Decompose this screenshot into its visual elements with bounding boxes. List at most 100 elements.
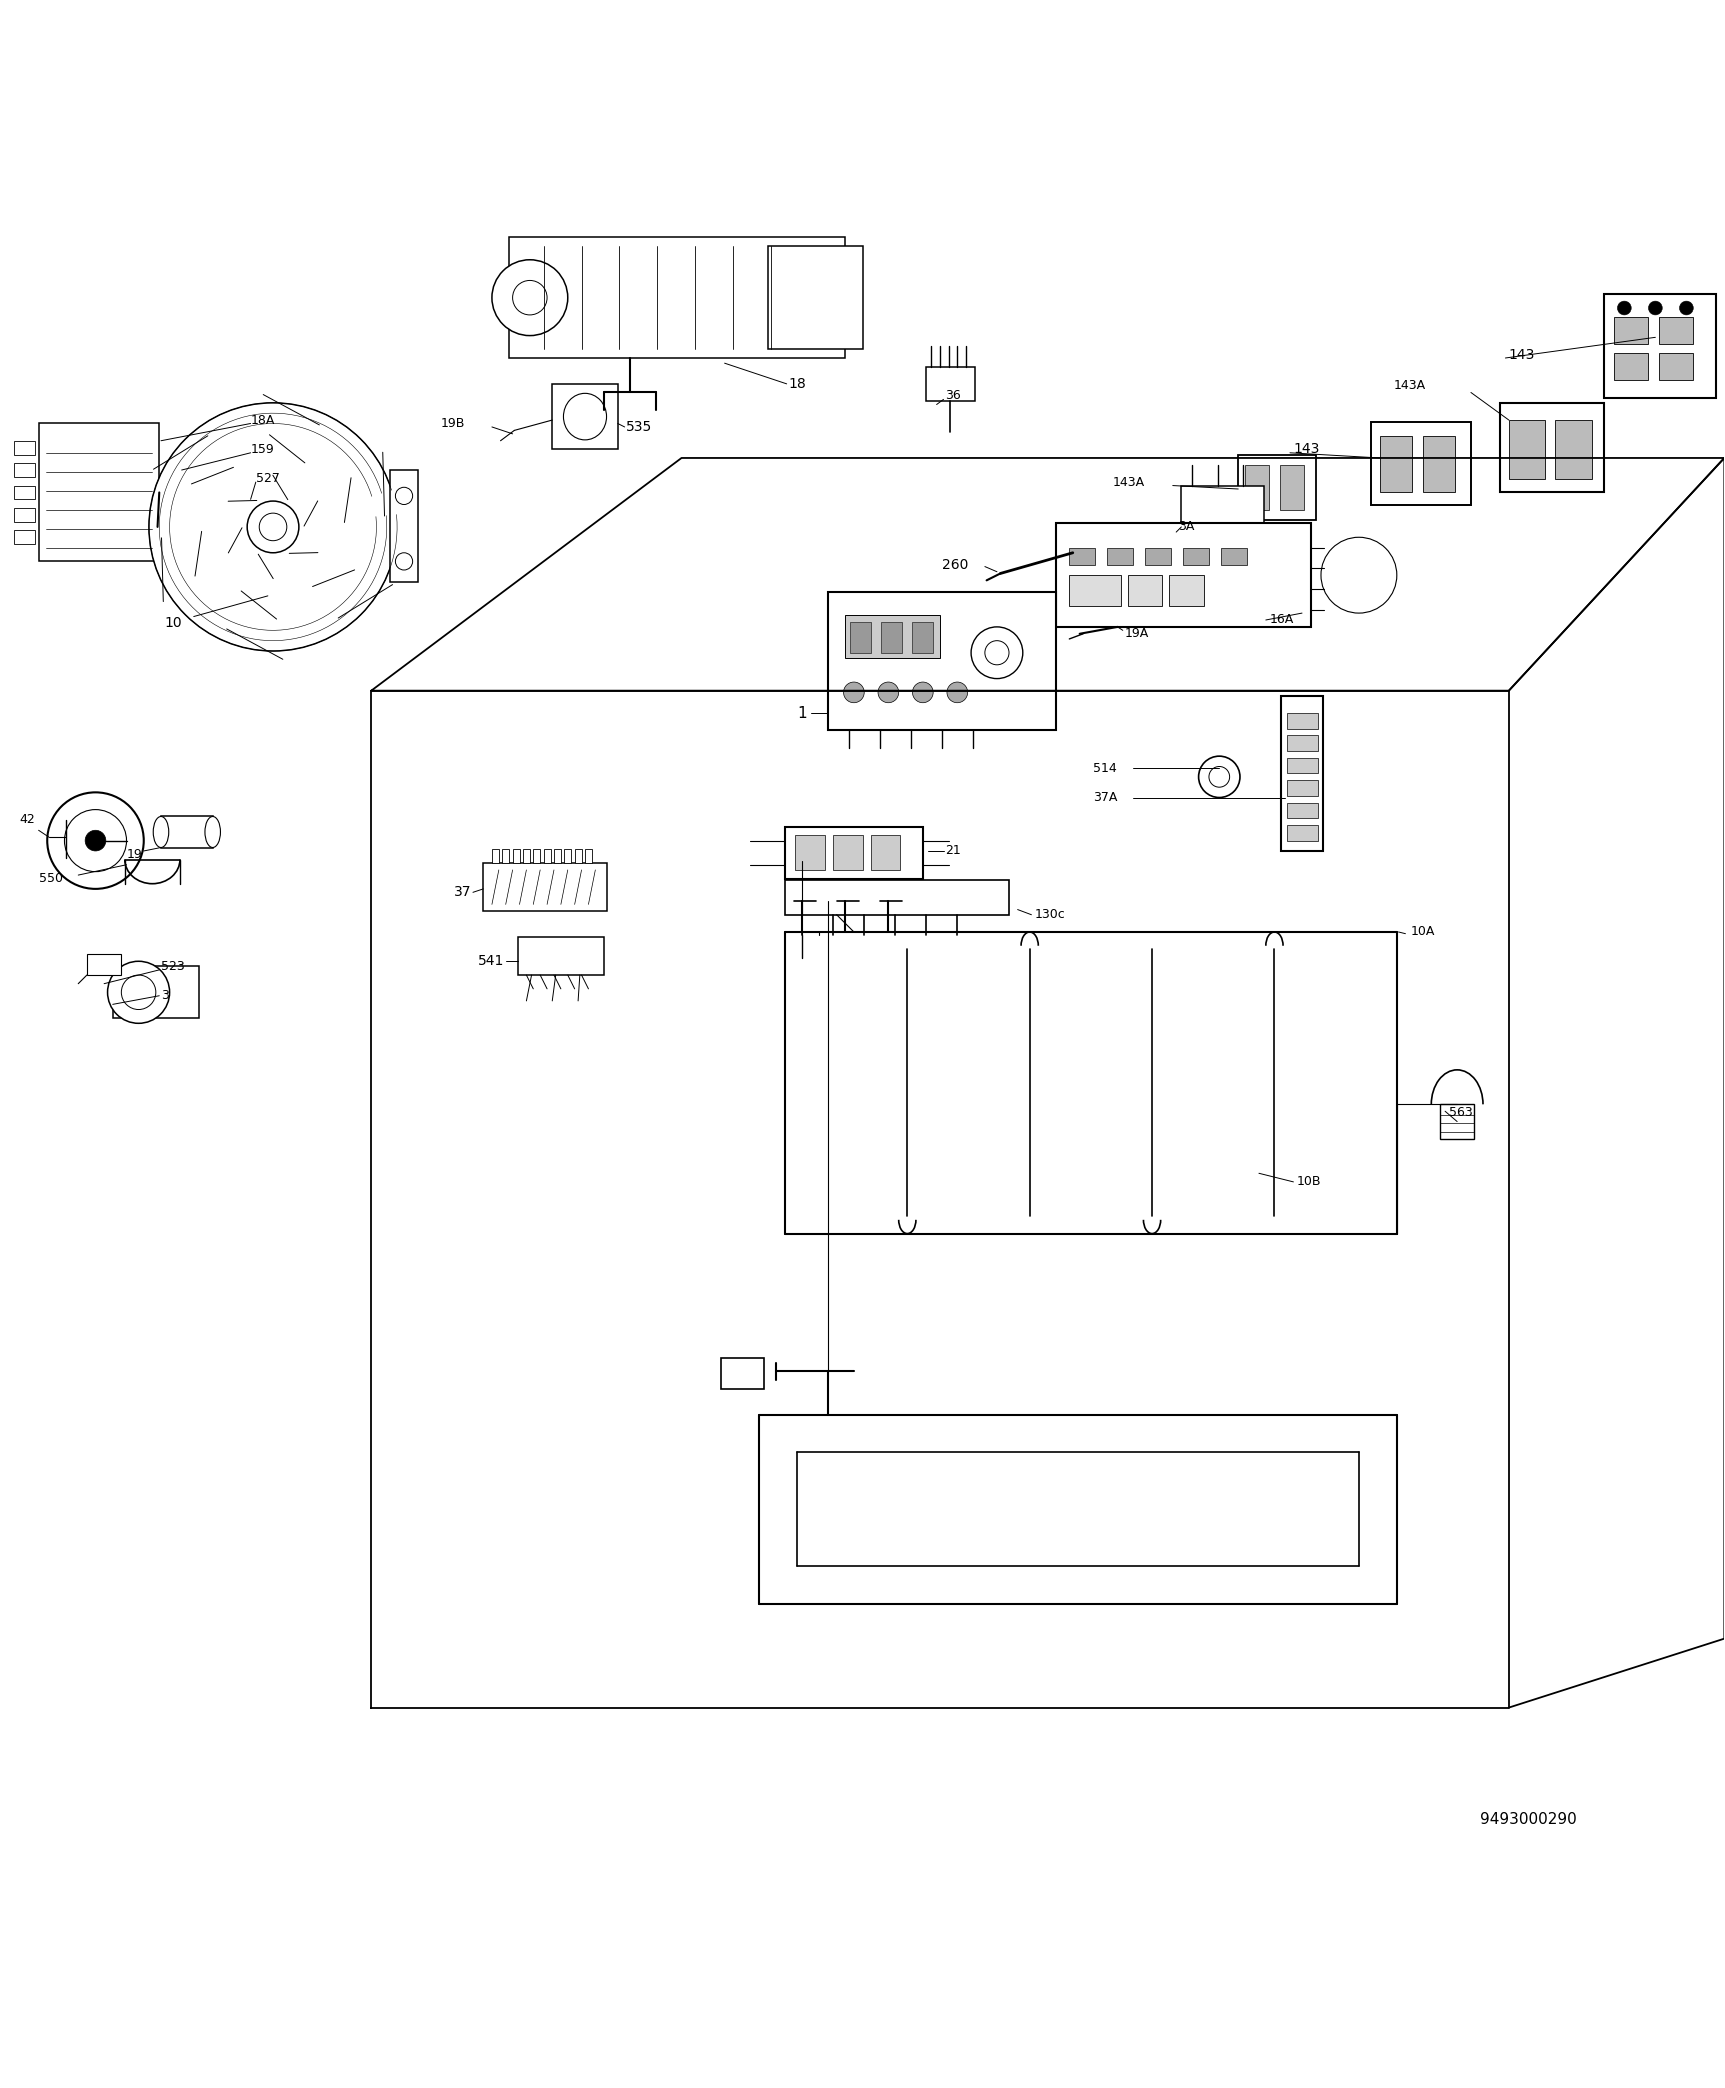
Bar xyxy=(86,954,121,975)
Bar xyxy=(1287,735,1318,752)
Bar xyxy=(1287,758,1318,773)
Bar xyxy=(585,850,592,862)
Bar xyxy=(828,593,1056,731)
Circle shape xyxy=(913,683,933,704)
Bar xyxy=(913,622,933,654)
Bar xyxy=(1245,466,1270,509)
Circle shape xyxy=(1199,756,1240,798)
Bar xyxy=(1509,420,1546,478)
Bar xyxy=(574,850,581,862)
Bar xyxy=(1070,574,1121,606)
Text: 130c: 130c xyxy=(1035,908,1066,921)
Bar xyxy=(1145,547,1171,566)
Text: 143A: 143A xyxy=(1113,476,1145,489)
Bar xyxy=(1128,574,1163,606)
Text: 143A: 143A xyxy=(1394,380,1425,393)
Bar xyxy=(1659,317,1694,345)
Text: 21: 21 xyxy=(945,844,961,858)
Bar xyxy=(523,850,530,862)
Circle shape xyxy=(971,626,1023,679)
Bar xyxy=(554,850,561,862)
Bar xyxy=(512,850,519,862)
Bar xyxy=(543,850,550,862)
Bar xyxy=(564,850,571,862)
Bar xyxy=(1070,547,1095,566)
Text: 36: 36 xyxy=(945,390,961,403)
Bar xyxy=(1221,547,1247,566)
Bar xyxy=(1056,524,1311,626)
Circle shape xyxy=(85,831,105,852)
Bar xyxy=(1604,294,1716,397)
Bar xyxy=(1423,436,1456,493)
Bar xyxy=(1615,317,1649,345)
Bar xyxy=(160,816,212,848)
Bar xyxy=(833,835,862,871)
Bar xyxy=(850,622,871,654)
Bar xyxy=(785,827,923,879)
Circle shape xyxy=(247,501,298,553)
Bar xyxy=(14,441,34,455)
Circle shape xyxy=(107,960,169,1023)
Circle shape xyxy=(492,259,568,336)
Text: 10B: 10B xyxy=(1297,1176,1321,1188)
Bar xyxy=(14,507,34,522)
Bar xyxy=(926,367,975,401)
Circle shape xyxy=(259,514,286,541)
Text: 3: 3 xyxy=(160,990,169,1002)
Bar xyxy=(1182,487,1264,541)
Bar xyxy=(38,424,159,562)
Bar xyxy=(14,487,34,499)
Text: 527: 527 xyxy=(255,472,279,484)
Text: 10A: 10A xyxy=(1411,925,1435,938)
Bar xyxy=(1170,574,1204,606)
Bar xyxy=(871,835,900,871)
Ellipse shape xyxy=(205,816,221,848)
Bar xyxy=(768,246,862,349)
Bar xyxy=(721,1357,764,1389)
Bar xyxy=(1287,781,1318,796)
Text: 10: 10 xyxy=(164,616,183,631)
Text: 18A: 18A xyxy=(250,413,274,426)
Circle shape xyxy=(1680,301,1694,315)
Bar xyxy=(1287,714,1318,729)
Bar xyxy=(518,938,604,975)
Bar xyxy=(1287,825,1318,841)
Circle shape xyxy=(395,553,412,570)
Text: 541: 541 xyxy=(478,954,504,969)
Bar xyxy=(1107,547,1133,566)
Bar xyxy=(14,530,34,545)
Text: 1: 1 xyxy=(797,706,807,720)
Bar xyxy=(1615,353,1649,380)
Text: 37A: 37A xyxy=(1094,791,1118,804)
Bar xyxy=(1440,1105,1475,1138)
Bar xyxy=(509,238,845,357)
Text: 535: 535 xyxy=(626,420,652,434)
Bar xyxy=(483,862,607,910)
Text: 37: 37 xyxy=(454,885,471,900)
Text: 563: 563 xyxy=(1449,1107,1471,1119)
Bar xyxy=(1239,455,1316,520)
Text: 16A: 16A xyxy=(1270,614,1294,626)
Bar xyxy=(1280,466,1304,509)
Bar xyxy=(492,850,499,862)
Text: 159: 159 xyxy=(250,443,274,455)
Circle shape xyxy=(1618,301,1632,315)
Circle shape xyxy=(1649,301,1663,315)
Bar xyxy=(1501,403,1604,493)
Bar xyxy=(552,384,618,449)
Text: 143: 143 xyxy=(1509,347,1535,361)
Text: 3A: 3A xyxy=(1178,520,1194,532)
Ellipse shape xyxy=(154,816,169,848)
Bar xyxy=(845,614,940,658)
Bar xyxy=(1371,422,1471,505)
Bar xyxy=(533,850,540,862)
Bar xyxy=(1070,543,1095,560)
Bar xyxy=(1183,547,1209,566)
Circle shape xyxy=(878,683,899,704)
Bar xyxy=(1380,436,1413,493)
Circle shape xyxy=(395,487,412,505)
Bar xyxy=(1556,420,1592,478)
Bar xyxy=(1659,353,1694,380)
Bar xyxy=(502,850,509,862)
Bar xyxy=(112,967,198,1019)
